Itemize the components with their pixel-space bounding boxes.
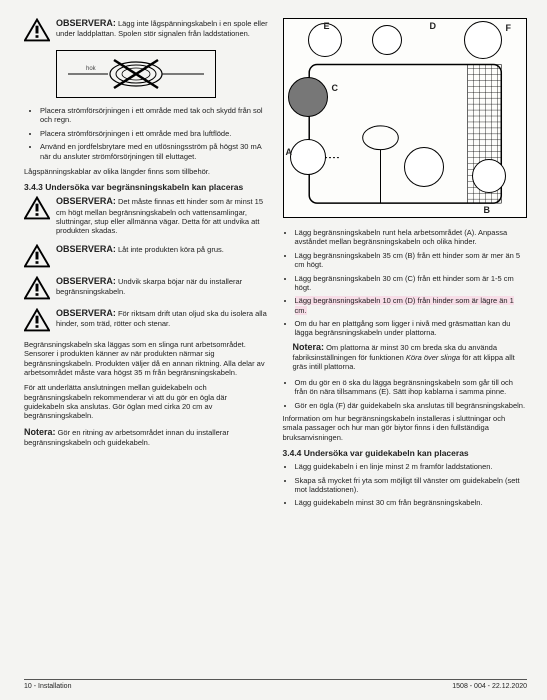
bullet-item-highlighted: Lägg begränsningskabeln 10 cm (D) från h… — [295, 296, 528, 315]
svg-text:hok: hok — [86, 66, 97, 72]
section-343: 3.4.3 Undersöka var begränsningskabeln k… — [24, 182, 269, 192]
bullet-item: Lägg begränsningskabeln runt hela arbets… — [295, 228, 528, 247]
observera-3-text: OBSERVERA: Låt inte produkten köra på gr… — [56, 244, 269, 255]
warning-icon — [24, 18, 50, 42]
bullet-item: Placera strömförsörjningen i ett område … — [40, 129, 269, 138]
label-E: E — [324, 21, 330, 31]
bullet-item: Lägg begränsningskabeln 35 cm (B) från e… — [295, 251, 528, 270]
observera-2-text: OBSERVERA: Det måste finnas ett hinder s… — [56, 196, 269, 235]
para-lowvoltage: Lågspänningskablar av olika längder finn… — [24, 167, 269, 176]
label-D: D — [430, 21, 437, 31]
bullets-3: Om du gör en ö ska du lägga begränsnings… — [283, 378, 528, 410]
observera-4-hdr: OBSERVERA: — [56, 276, 116, 286]
bullet-item: Lägg guidekabeln minst 30 cm från begrän… — [295, 498, 528, 507]
left-column: OBSERVERA: Lägg inte lågspänningskabeln … — [24, 18, 269, 512]
label-B: B — [484, 205, 491, 215]
warning-icon — [24, 308, 50, 332]
right-column: E D F C A B Lägg begränsningskabeln runt… — [283, 18, 528, 512]
observera-3: OBSERVERA: Låt inte produkten köra på gr… — [24, 244, 269, 268]
observera-1-hdr: OBSERVERA: — [56, 18, 116, 28]
bullet-item: Lägg begränsningskabeln 30 cm (C) från e… — [295, 274, 528, 293]
notera-2-hdr: Notera: — [293, 342, 325, 352]
observera-5-text: OBSERVERA: För riktsam drift utan oljud … — [56, 308, 269, 329]
observera-1: OBSERVERA: Lägg inte lågspänningskabeln … — [24, 18, 269, 42]
coil-svg: hok — [66, 54, 206, 94]
para-guideloop: För att underlätta anslutningen mellan g… — [24, 383, 269, 421]
detail-B — [472, 159, 506, 193]
main-content: OBSERVERA: Lägg inte lågspänningskabeln … — [24, 18, 527, 512]
observera-3-body: Låt inte produkten köra på grus. — [116, 245, 224, 254]
bullets-4: Lägg guidekabeln i en linje minst 2 m fr… — [283, 462, 528, 508]
warning-icon — [24, 196, 50, 220]
bullets-2: Lägg begränsningskabeln runt hela arbets… — [283, 228, 528, 338]
bullet-item: Placera strömförsörjningen i ett område … — [40, 106, 269, 125]
detail-mid — [372, 25, 402, 55]
observera-5-hdr: OBSERVERA: — [56, 308, 116, 318]
bullet-item: Om du gör en ö ska du lägga begränsnings… — [295, 378, 528, 397]
warning-icon — [24, 244, 50, 268]
observera-2-hdr: OBSERVERA: — [56, 196, 116, 206]
notera-2-italic: Köra över slinga — [406, 353, 460, 362]
observera-1-text: OBSERVERA: Lägg inte lågspänningskabeln … — [56, 18, 269, 39]
label-A: A — [286, 147, 293, 157]
observera-3-hdr: OBSERVERA: — [56, 244, 116, 254]
detail-C — [288, 77, 328, 117]
bullet-item: Använd en jordfelsbrytare med en utlösni… — [40, 142, 269, 161]
bullet-item: Skapa så mycket fri yta som möjligt till… — [295, 476, 528, 495]
bullet-item: Gör en ögla (F) där guidekabeln ska ansl… — [295, 401, 528, 410]
observera-4: OBSERVERA: Undvik skarpa böjar när du in… — [24, 276, 269, 300]
page-footer: 10 - Installation 1508 - 004 - 22.12.202… — [24, 679, 527, 690]
notera-2: Notera: Om plattorna är minst 30 cm bred… — [293, 342, 528, 372]
detail-A — [290, 139, 326, 175]
observera-4-text: OBSERVERA: Undvik skarpa böjar när du in… — [56, 276, 269, 297]
warning-icon — [24, 276, 50, 300]
layout-diagram: E D F C A B — [283, 18, 528, 218]
coil-diagram: hok — [56, 50, 216, 98]
notera-1-body: Gör en ritning av arbetsområdet innan du… — [24, 428, 229, 447]
detail-mid2 — [404, 147, 444, 187]
para-info: Information om hur begränsningskabeln in… — [283, 414, 528, 442]
observera-2: OBSERVERA: Det måste finnas ett hinder s… — [24, 196, 269, 235]
bullets-1: Placera strömförsörjningen i ett område … — [26, 106, 269, 161]
section-344: 3.4.4 Undersöka var guidekabeln kan plac… — [283, 448, 528, 458]
notera-1-hdr: Notera: — [24, 427, 56, 437]
observera-5: OBSERVERA: För riktsam drift utan oljud … — [24, 308, 269, 332]
para-boundary: Begränsningskabeln ska läggas som en sli… — [24, 340, 269, 378]
label-F: F — [506, 23, 512, 33]
bullet-item: Om du har en plattgång som ligger i nivå… — [295, 319, 528, 338]
label-C: C — [332, 83, 339, 93]
footer-right: 1508 - 004 - 22.12.2020 — [452, 683, 527, 690]
bullet-item: Lägg guidekabeln i en linje minst 2 m fr… — [295, 462, 528, 471]
footer-left: 10 - Installation — [24, 683, 71, 690]
detail-F — [464, 21, 502, 59]
highlight-text: Lägg begränsningskabeln 10 cm (D) från h… — [295, 296, 514, 314]
notera-1: Notera: Gör en ritning av arbetsområdet … — [24, 427, 269, 448]
